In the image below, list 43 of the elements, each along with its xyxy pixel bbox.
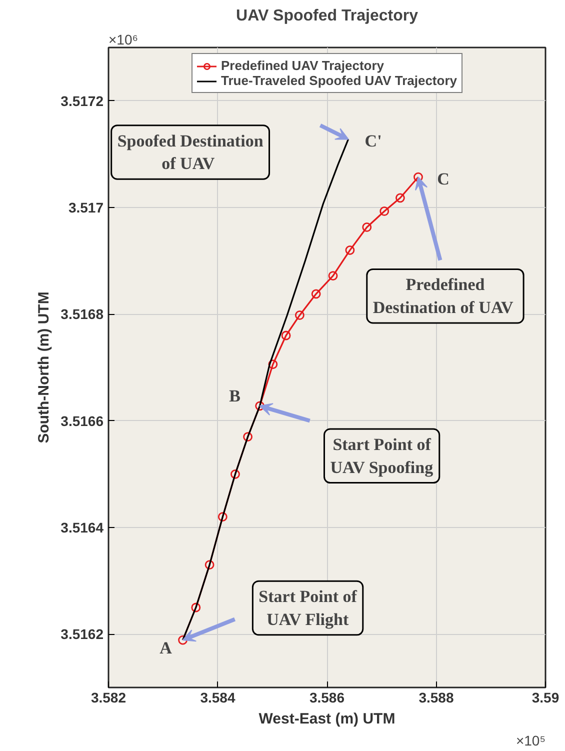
point	[243, 432, 252, 442]
annotation: C'	[364, 132, 382, 151]
y-tick-label: 3.5162	[60, 626, 104, 642]
point	[281, 330, 291, 340]
annotation: Start Point of UAV Flight	[258, 587, 358, 629]
legend-label: True-Traveled Spoofed UAV Trajectory	[221, 73, 457, 88]
chart-title: UAV Spoofed Trajectory	[236, 8, 418, 24]
point	[230, 469, 240, 479]
x-tick-label: 3.582	[90, 690, 126, 706]
annotation: Spoofed Destination of UAV	[117, 131, 264, 174]
annotation: Start Point of UAV Spoofing	[330, 435, 434, 477]
text: ×10⁵	[516, 732, 546, 748]
point	[311, 289, 321, 299]
legend-label: Predefined UAV Trajectory	[221, 58, 384, 73]
point	[328, 271, 338, 280]
point	[294, 310, 304, 320]
point	[255, 401, 265, 411]
point	[362, 222, 372, 232]
y-tick-label: 3.517	[68, 200, 104, 216]
y-tick-label: 3.5172	[60, 92, 104, 109]
x-tick-label: 3.588	[418, 690, 454, 706]
annotation: Predefined Destination of UAV	[372, 275, 514, 317]
annotation: C	[437, 170, 450, 189]
x-tick-label: 3.586	[309, 690, 345, 706]
point	[380, 206, 390, 216]
point	[414, 172, 423, 182]
point	[178, 635, 188, 645]
y-tick-label: 3.5164	[60, 520, 104, 536]
y-tick-label: 3.5168	[60, 306, 104, 322]
annotation: ×10⁶	[108, 32, 138, 48]
point	[268, 360, 278, 369]
point	[218, 512, 228, 522]
x-tick-label: 3.584	[200, 690, 236, 706]
y-axis-title: South-North (m) UTM	[36, 292, 53, 444]
x-axis-title: West-East (m) UTM	[258, 710, 396, 728]
y-tick-label: 3.5166	[60, 412, 104, 429]
point	[345, 245, 355, 255]
point	[191, 602, 201, 612]
x-tick-label: 3.59	[532, 690, 560, 706]
annotation: A	[160, 638, 173, 658]
point	[204, 560, 214, 570]
point	[396, 193, 405, 203]
annotation: B	[229, 386, 240, 406]
